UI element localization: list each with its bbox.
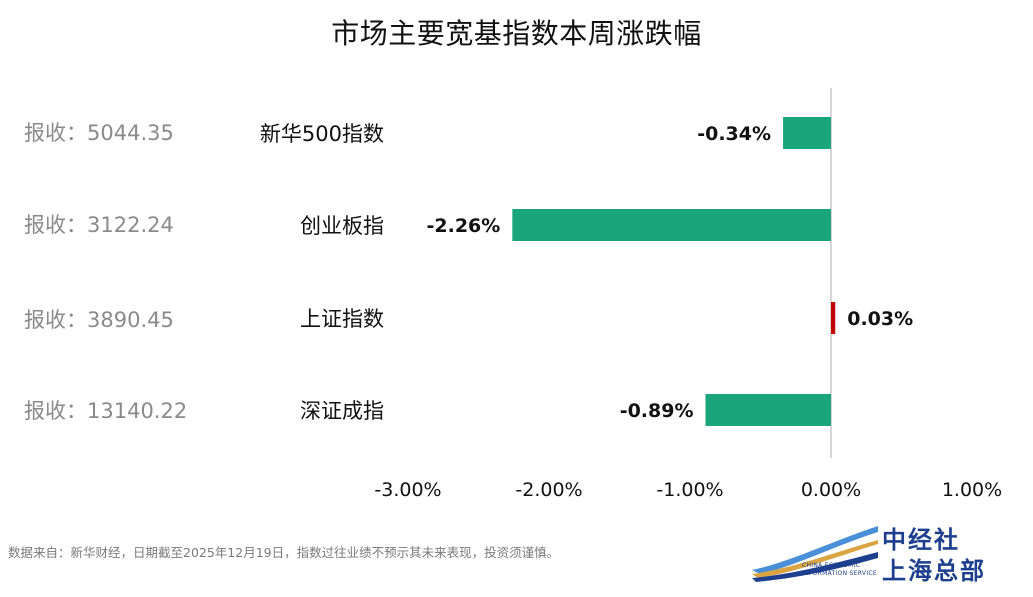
logo: CHINA ECONOMIC INFORMATION SERVICE 中经社 上… bbox=[750, 518, 1030, 588]
x-tick-label: -2.00% bbox=[515, 479, 582, 501]
category-label: 新华500指数 bbox=[260, 122, 384, 146]
value-label: -2.26% bbox=[427, 215, 501, 237]
logo-en-line1: CHINA ECONOMIC bbox=[802, 562, 861, 569]
category-label: 深证成指 bbox=[300, 399, 384, 423]
logo-swoosh-icon bbox=[752, 526, 878, 582]
x-tick-label: -1.00% bbox=[656, 479, 723, 501]
bar bbox=[783, 117, 831, 149]
logo-text-line1: 中经社 bbox=[882, 526, 960, 554]
x-tick-label: -3.00% bbox=[374, 479, 441, 501]
bar bbox=[705, 394, 831, 426]
close-label-shanghai: 报收：3890.45 bbox=[24, 308, 174, 332]
category-label: 创业板指 bbox=[300, 214, 384, 238]
source-note: 数据来自：新华财经，日期截至2025年12月19日，指数过往业绩不预示其未来表现… bbox=[8, 545, 560, 560]
bar bbox=[831, 302, 836, 334]
close-label-xinhua500: 报收：5044.35 bbox=[24, 121, 174, 145]
value-label: 0.03% bbox=[847, 308, 913, 330]
chart-title: 市场主要宽基指数本周涨跌幅 bbox=[331, 17, 702, 50]
x-tick-label: 1.00% bbox=[942, 479, 1002, 501]
bar-chart: 新华500指数 -0.34% 创业板指 -2.26% 上证指数 0.03% 深证成指 -0.8… bbox=[260, 88, 1002, 501]
bar bbox=[512, 209, 831, 241]
logo-en-line2: INFORMATION SERVICE bbox=[802, 570, 877, 577]
category-label: 上证指数 bbox=[300, 307, 384, 331]
logo-text-line2: 上海总部 bbox=[882, 557, 986, 585]
close-label-shenzhen: 报收：13140.22 bbox=[24, 399, 188, 423]
close-label-chinext: 报收：3122.24 bbox=[24, 213, 174, 237]
value-label: -0.34% bbox=[697, 123, 771, 145]
x-tick-label: 0.00% bbox=[801, 479, 861, 501]
value-label: -0.89% bbox=[620, 400, 694, 422]
